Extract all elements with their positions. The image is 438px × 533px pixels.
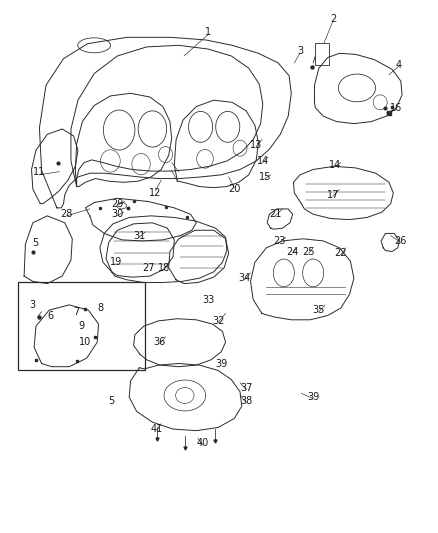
Text: 2: 2 [330, 14, 336, 23]
Text: 3: 3 [30, 300, 36, 310]
Text: 33: 33 [202, 295, 214, 304]
Bar [315, 43, 329, 65]
Text: 30: 30 [111, 209, 124, 219]
Text: 35: 35 [313, 305, 325, 315]
Text: 6: 6 [47, 311, 53, 320]
Text: 8: 8 [98, 303, 104, 313]
Text: 5: 5 [109, 396, 115, 406]
Text: 7: 7 [74, 307, 80, 317]
Text: 36: 36 [154, 337, 166, 347]
Text: 5: 5 [32, 238, 38, 247]
Text: 21: 21 [269, 209, 281, 219]
Text: 13: 13 [250, 140, 262, 150]
Text: 41: 41 [151, 424, 163, 434]
Text: 28: 28 [60, 209, 73, 219]
Text: 14: 14 [329, 160, 341, 170]
Text: 15: 15 [259, 172, 271, 182]
Text: 25: 25 [303, 247, 315, 256]
Text: 37: 37 [240, 383, 252, 393]
Text: 4: 4 [396, 60, 402, 70]
Text: 16: 16 [390, 103, 403, 112]
Text: 29: 29 [111, 199, 124, 208]
Text: 38: 38 [240, 396, 252, 406]
Text: 19: 19 [110, 257, 122, 267]
Text: 10: 10 [79, 337, 92, 347]
Text: 24: 24 [286, 247, 299, 256]
Text: 1: 1 [205, 27, 211, 37]
Text: 20: 20 [228, 184, 240, 194]
Text: 23: 23 [273, 236, 286, 246]
Text: 9: 9 [78, 321, 84, 331]
Text: 31: 31 [133, 231, 145, 240]
Text: 32: 32 [212, 316, 224, 326]
Text: 11: 11 [33, 167, 46, 176]
Text: 22: 22 [335, 248, 347, 258]
Text: 27: 27 [142, 263, 154, 272]
Text: 34: 34 [238, 273, 251, 283]
Text: 17: 17 [327, 190, 339, 199]
Text: 40: 40 [196, 439, 208, 448]
Text: 39: 39 [215, 359, 227, 368]
Text: 18: 18 [158, 263, 170, 272]
Bar [18, 282, 145, 370]
Text: 39: 39 [307, 392, 319, 402]
Text: 26: 26 [395, 236, 407, 246]
Text: 3: 3 [297, 46, 303, 55]
Text: 12: 12 [149, 188, 162, 198]
Text: 14: 14 [257, 156, 269, 166]
